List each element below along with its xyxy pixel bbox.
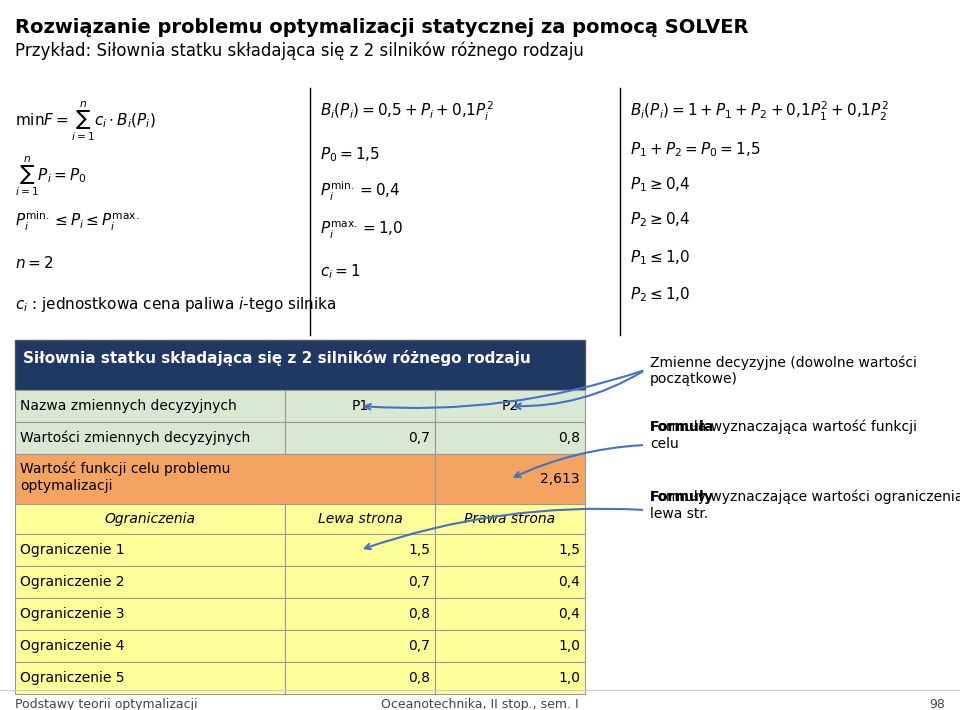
Text: $B_i(P_i) = 1 + P_1 + P_2 + 0{,}1P_1^2 + 0{,}1P_2^2$: $B_i(P_i) = 1 + P_1 + P_2 + 0{,}1P_1^2 +… [630, 100, 889, 124]
FancyBboxPatch shape [15, 504, 285, 534]
FancyBboxPatch shape [285, 630, 435, 662]
Text: $P_2 \geq 0{,}4$: $P_2 \geq 0{,}4$ [630, 210, 690, 229]
Bar [15, 454, 435, 504]
Text: Wartość funkcji celu problemu
optymalizacji: Wartość funkcji celu problemu optymaliza… [20, 462, 230, 493]
Text: $P_0 = 1{,}5$: $P_0 = 1{,}5$ [320, 145, 380, 164]
Text: 1,0: 1,0 [558, 671, 580, 685]
Text: 0,7: 0,7 [408, 575, 430, 589]
Text: 0,7: 0,7 [408, 639, 430, 653]
Text: $c_i$ : jednostkowa cena paliwa $i$-tego silnika: $c_i$ : jednostkowa cena paliwa $i$-tego… [15, 295, 337, 314]
Text: 0,4: 0,4 [558, 575, 580, 589]
Text: $P_i^{\min.} \leq P_i \leq P_i^{\max.}$: $P_i^{\min.} \leq P_i \leq P_i^{\max.}$ [15, 210, 139, 233]
Text: $P_1 \geq 0{,}4$: $P_1 \geq 0{,}4$ [630, 175, 690, 194]
Bar [15, 340, 585, 390]
Text: 1,0: 1,0 [558, 639, 580, 653]
Text: $\min F = \sum_{i=1}^{n} c_i \cdot B_i(P_i)$: $\min F = \sum_{i=1}^{n} c_i \cdot B_i(P… [15, 100, 156, 143]
Text: 1,5: 1,5 [408, 543, 430, 557]
Text: 2,613: 2,613 [540, 472, 580, 486]
FancyBboxPatch shape [435, 454, 585, 504]
Text: Zmienne decyzyjne (dowolne wartości
początkowe): Zmienne decyzyjne (dowolne wartości pocz… [650, 355, 917, 386]
Text: Ograniczenie 5: Ograniczenie 5 [20, 671, 125, 685]
FancyBboxPatch shape [15, 566, 285, 598]
FancyBboxPatch shape [15, 534, 285, 566]
FancyBboxPatch shape [285, 566, 435, 598]
FancyBboxPatch shape [435, 630, 585, 662]
Text: Ograniczenie 2: Ograniczenie 2 [20, 575, 125, 589]
FancyBboxPatch shape [15, 630, 285, 662]
Text: P2: P2 [501, 399, 518, 413]
FancyBboxPatch shape [15, 662, 285, 694]
Text: $B_i(P_i) = 0{,}5 + P_i + 0{,}1P_i^2$: $B_i(P_i) = 0{,}5 + P_i + 0{,}1P_i^2$ [320, 100, 493, 124]
Text: Podstawy teorii optymalizacji: Podstawy teorii optymalizacji [15, 698, 198, 710]
FancyBboxPatch shape [15, 422, 285, 454]
Text: Siłownia statku składająca się z 2 silników różnego rodzaju: Siłownia statku składająca się z 2 silni… [23, 350, 531, 366]
Text: Ograniczenie 1: Ograniczenie 1 [20, 543, 125, 557]
Text: Ograniczenie 3: Ograniczenie 3 [20, 607, 125, 621]
Text: $P_i^{\min.} = 0{,}4$: $P_i^{\min.} = 0{,}4$ [320, 180, 400, 203]
Text: Formuły wyznaczające wartości ograniczenia –
lewa str.: Formuły wyznaczające wartości ograniczen… [650, 490, 960, 520]
Text: 1,5: 1,5 [558, 543, 580, 557]
Text: Formuła wyznaczająca wartość funkcji
celu: Formuła wyznaczająca wartość funkcji cel… [650, 420, 917, 451]
Text: 0,8: 0,8 [408, 607, 430, 621]
FancyBboxPatch shape [285, 598, 435, 630]
Text: Wartości zmiennych decyzyjnych: Wartości zmiennych decyzyjnych [20, 431, 251, 445]
FancyBboxPatch shape [435, 566, 585, 598]
Text: $P_1 \leq 1{,}0$: $P_1 \leq 1{,}0$ [630, 248, 690, 267]
Text: P1: P1 [351, 399, 369, 413]
Text: 0,4: 0,4 [558, 607, 580, 621]
Text: Lewa strona: Lewa strona [318, 512, 402, 526]
FancyBboxPatch shape [285, 390, 435, 422]
FancyBboxPatch shape [15, 598, 285, 630]
FancyBboxPatch shape [15, 390, 285, 422]
Text: $n = 2$: $n = 2$ [15, 255, 54, 271]
FancyBboxPatch shape [285, 662, 435, 694]
Text: Przykład: Siłownia statku składająca się z 2 silników różnego rodzaju: Przykład: Siłownia statku składająca się… [15, 42, 584, 60]
Text: Ograniczenia: Ograniczenia [105, 512, 196, 526]
FancyBboxPatch shape [285, 422, 435, 454]
FancyBboxPatch shape [435, 598, 585, 630]
Text: 0,8: 0,8 [558, 431, 580, 445]
FancyBboxPatch shape [435, 534, 585, 566]
Text: Prawa strona: Prawa strona [465, 512, 556, 526]
Text: $c_i = 1$: $c_i = 1$ [320, 262, 361, 280]
FancyBboxPatch shape [435, 422, 585, 454]
FancyBboxPatch shape [285, 534, 435, 566]
Text: $\sum_{i=1}^{n} P_i = P_0$: $\sum_{i=1}^{n} P_i = P_0$ [15, 155, 86, 198]
Text: 0,8: 0,8 [408, 671, 430, 685]
Text: Formuły: Formuły [650, 490, 714, 504]
Text: 98: 98 [929, 698, 945, 710]
Text: Rozwiązanie problemu optymalizacji statycznej za pomocą SOLVER: Rozwiązanie problemu optymalizacji staty… [15, 18, 749, 37]
FancyBboxPatch shape [285, 504, 435, 534]
FancyBboxPatch shape [435, 390, 585, 422]
Text: Oceanotechnika, II stop., sem. I: Oceanotechnika, II stop., sem. I [381, 698, 579, 710]
Text: $P_1 + P_2 = P_0 = 1{,}5$: $P_1 + P_2 = P_0 = 1{,}5$ [630, 140, 760, 159]
Text: $P_i^{\max.} = 1{,}0$: $P_i^{\max.} = 1{,}0$ [320, 220, 403, 241]
Text: 0,7: 0,7 [408, 431, 430, 445]
Text: $P_2 \leq 1{,}0$: $P_2 \leq 1{,}0$ [630, 285, 690, 304]
Text: Formuła: Formuła [650, 420, 714, 434]
FancyBboxPatch shape [435, 504, 585, 534]
Text: Nazwa zmiennych decyzyjnych: Nazwa zmiennych decyzyjnych [20, 399, 237, 413]
FancyBboxPatch shape [435, 662, 585, 694]
Text: Ograniczenie 4: Ograniczenie 4 [20, 639, 125, 653]
